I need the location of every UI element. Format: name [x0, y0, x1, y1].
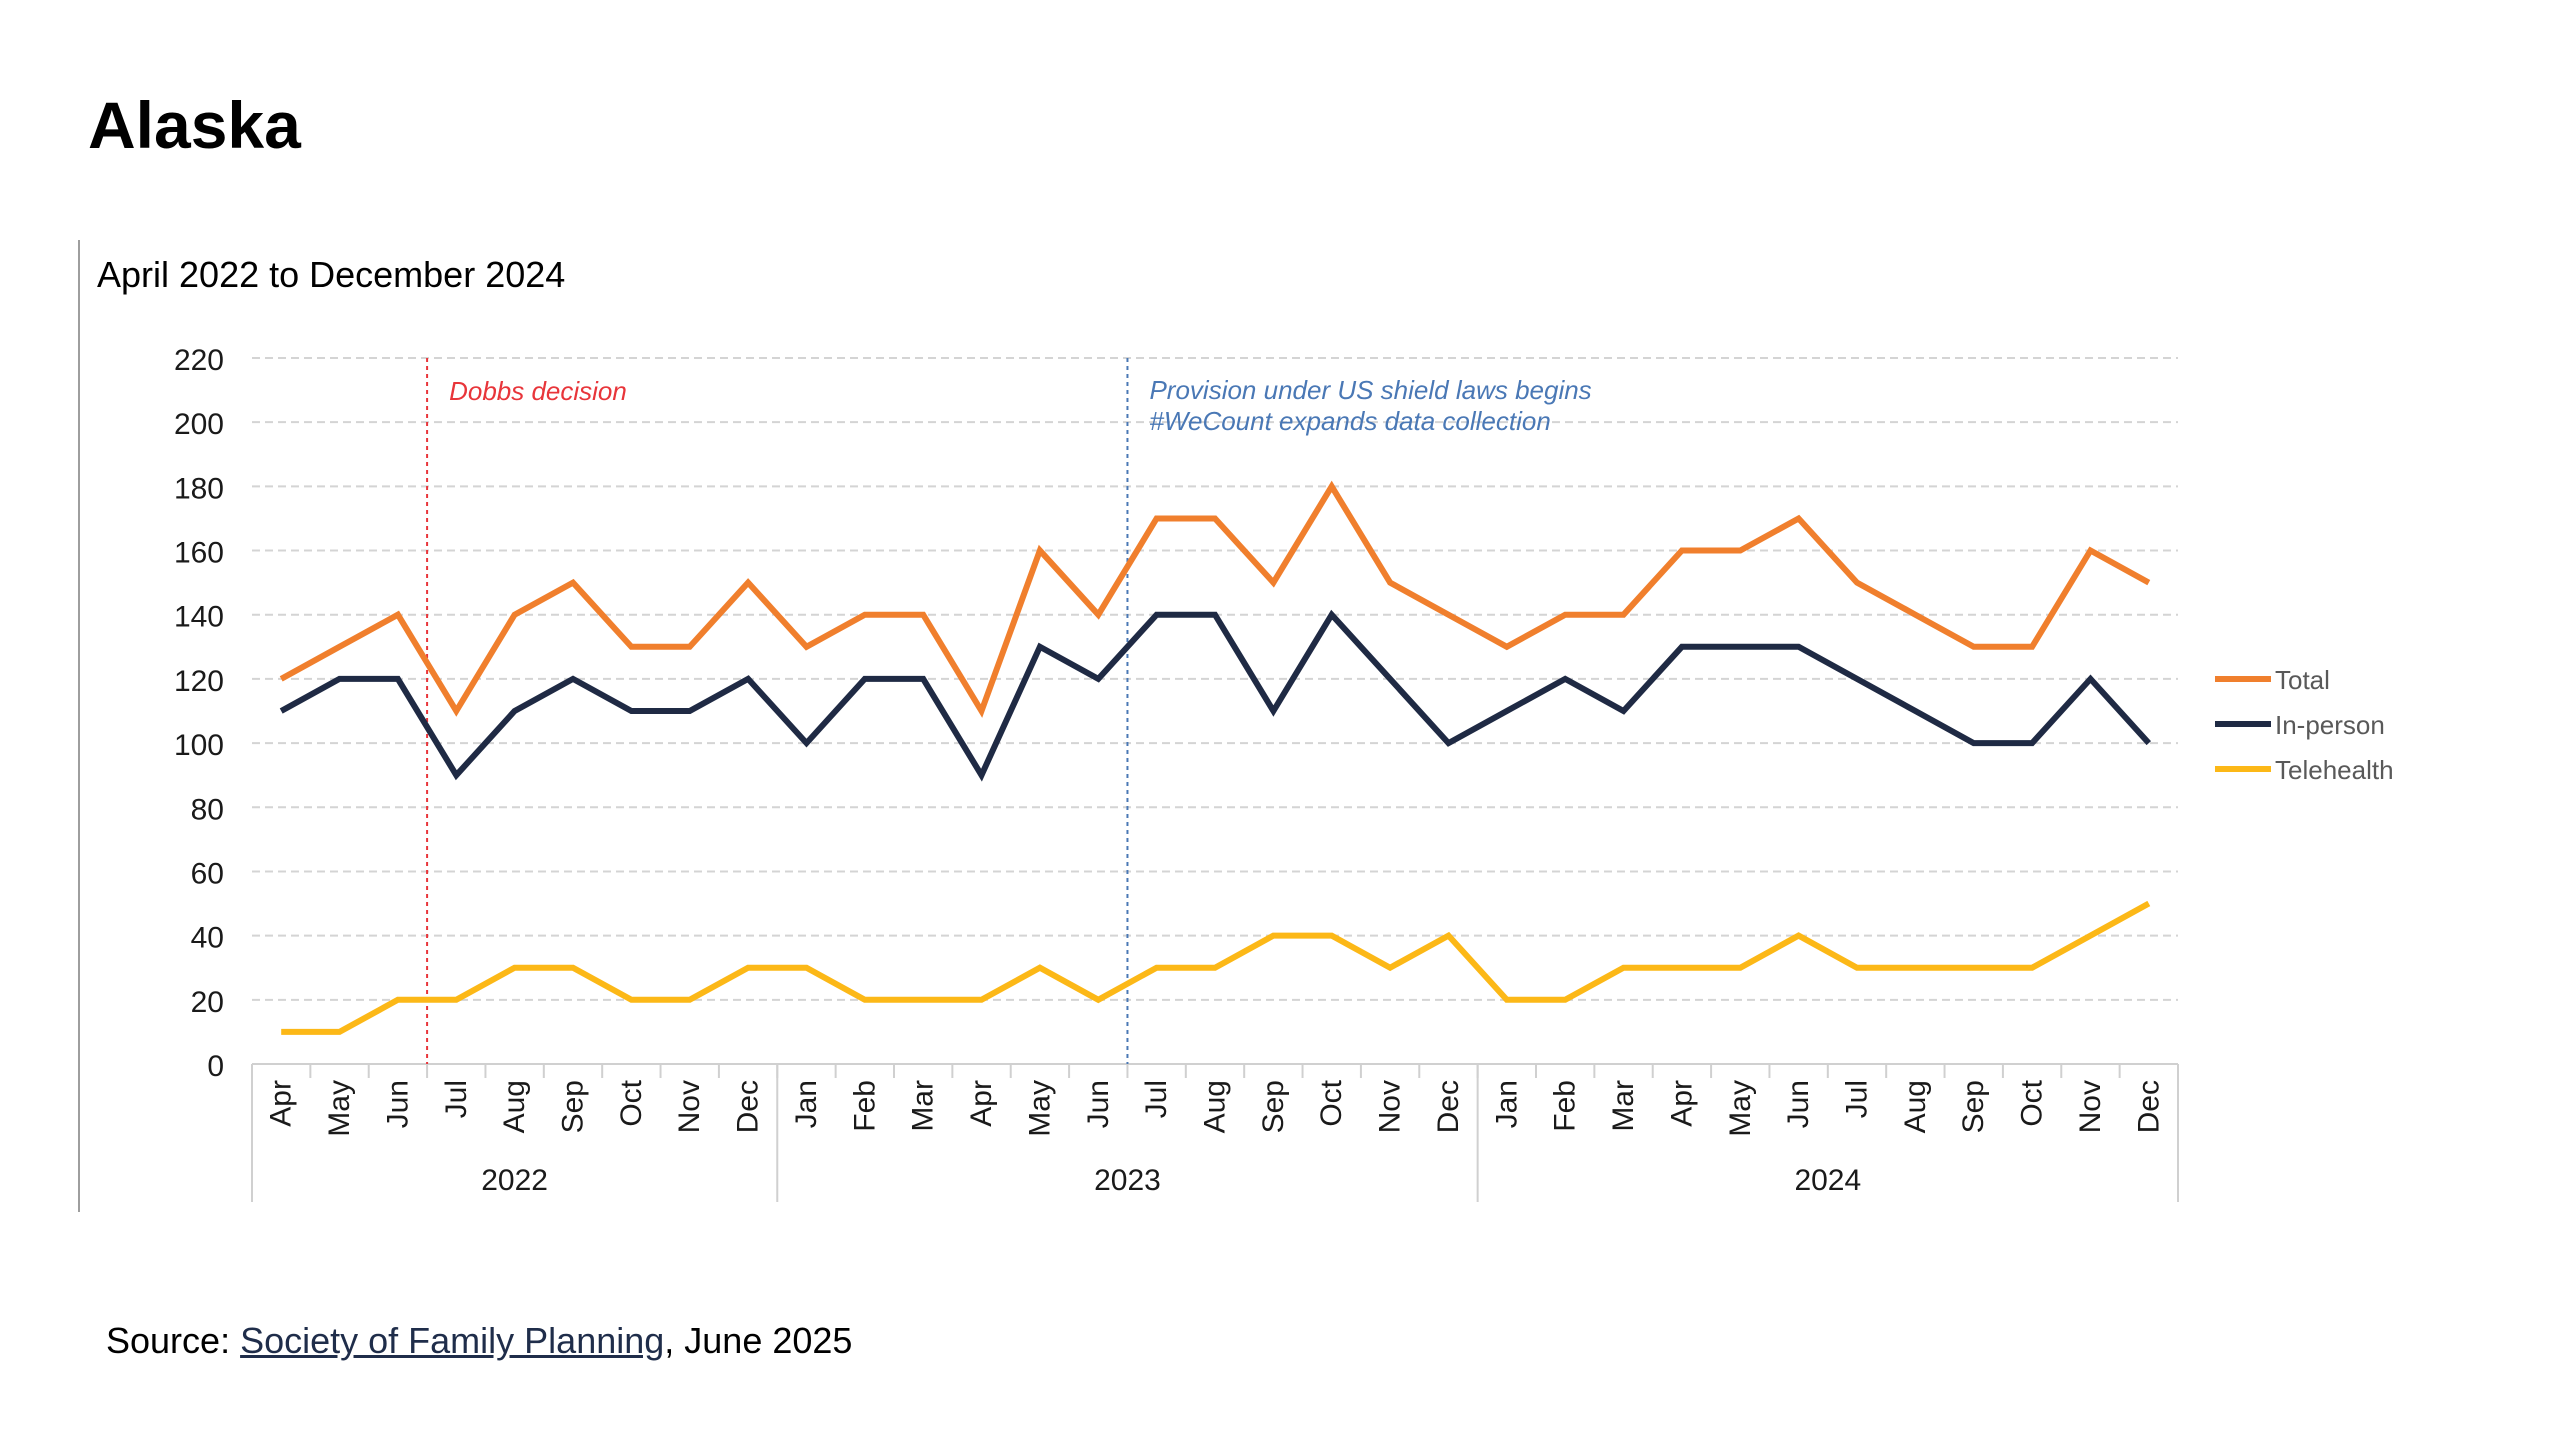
legend-label: Total [2275, 665, 2330, 695]
chart-left-border [78, 240, 80, 1212]
y-tick-label: 80 [191, 793, 224, 826]
x-tick-label: Jun [381, 1080, 414, 1128]
x-tick-label: May [1724, 1080, 1757, 1137]
x-tick-label: Jun [1782, 1080, 1815, 1128]
year-label: 2022 [481, 1164, 548, 1197]
y-tick-label: 160 [174, 537, 224, 570]
x-tick-label: Aug [1199, 1080, 1232, 1133]
y-tick-label: 100 [174, 729, 224, 762]
x-tick-label: Apr [965, 1080, 998, 1127]
x-tick-label: Feb [1549, 1080, 1582, 1132]
series-line-total [279, 480, 2151, 718]
x-tick-label: Apr [265, 1080, 298, 1127]
y-tick-label: 40 [191, 922, 224, 955]
series-line-in-person [279, 609, 2152, 782]
y-tick-label: 120 [174, 665, 224, 698]
x-tick-label: Jan [790, 1080, 823, 1128]
x-tick-label: May [1023, 1080, 1056, 1137]
x-tick-label: Sep [1257, 1080, 1290, 1133]
x-tick-label: Jul [1841, 1080, 1874, 1118]
y-tick-label: 0 [207, 1050, 224, 1083]
x-tick-label: Oct [1315, 1079, 1348, 1126]
x-tick-label: Sep [1957, 1080, 1990, 1133]
x-tick-label: May [323, 1080, 356, 1137]
x-tick-label: Dec [1432, 1080, 1465, 1133]
x-tick-label: Nov [2074, 1080, 2107, 1133]
x-tick-label: Feb [848, 1080, 881, 1132]
y-tick-label: 60 [191, 857, 224, 890]
y-tick-label: 180 [174, 472, 224, 505]
x-tick-label: Mar [907, 1080, 940, 1132]
x-tick-label: Jul [440, 1080, 473, 1118]
y-tick-label: 20 [191, 986, 224, 1019]
x-tick-label: Sep [557, 1080, 590, 1133]
x-tick-label: Jun [1082, 1080, 1115, 1128]
x-tick-label: Nov [673, 1080, 706, 1133]
source-line: Source: Society of Family Planning, June… [106, 1323, 852, 1359]
y-tick-label: 140 [174, 601, 224, 634]
annotation-text: Dobbs decision [449, 376, 627, 406]
annotation-text: #WeCount expands data collection [1149, 406, 1550, 436]
source-suffix: , June 2025 [664, 1320, 853, 1361]
y-tick-label: 200 [174, 408, 224, 441]
x-tick-label: Nov [1374, 1080, 1407, 1133]
series-line-telehealth [281, 900, 2151, 1035]
legend-label: Telehealth [2275, 755, 2394, 785]
x-tick-label: Oct [2016, 1079, 2049, 1126]
source-prefix: Source: [106, 1320, 241, 1361]
year-label: 2024 [1794, 1164, 1861, 1197]
year-label: 2023 [1094, 1164, 1161, 1197]
x-tick-label: Aug [1899, 1080, 1932, 1133]
x-tick-label: Mar [1607, 1080, 1640, 1132]
y-tick-label: 220 [174, 344, 224, 377]
page-title: Alaska [88, 88, 301, 162]
legend-label: In-person [2275, 710, 2385, 740]
x-tick-label: Dec [732, 1080, 765, 1133]
x-tick-label: Oct [615, 1079, 648, 1126]
x-tick-label: Apr [1665, 1080, 1698, 1127]
x-tick-label: Dec [2132, 1080, 2165, 1133]
x-tick-label: Jul [1140, 1080, 1173, 1118]
x-tick-label: Jan [1490, 1080, 1523, 1128]
chart-subtitle: April 2022 to December 2024 [97, 254, 566, 295]
x-tick-label: Aug [498, 1080, 531, 1133]
annotation-text: Provision under US shield laws begins [1149, 375, 1591, 405]
source-link[interactable]: Society of Family Planning [240, 1320, 665, 1361]
